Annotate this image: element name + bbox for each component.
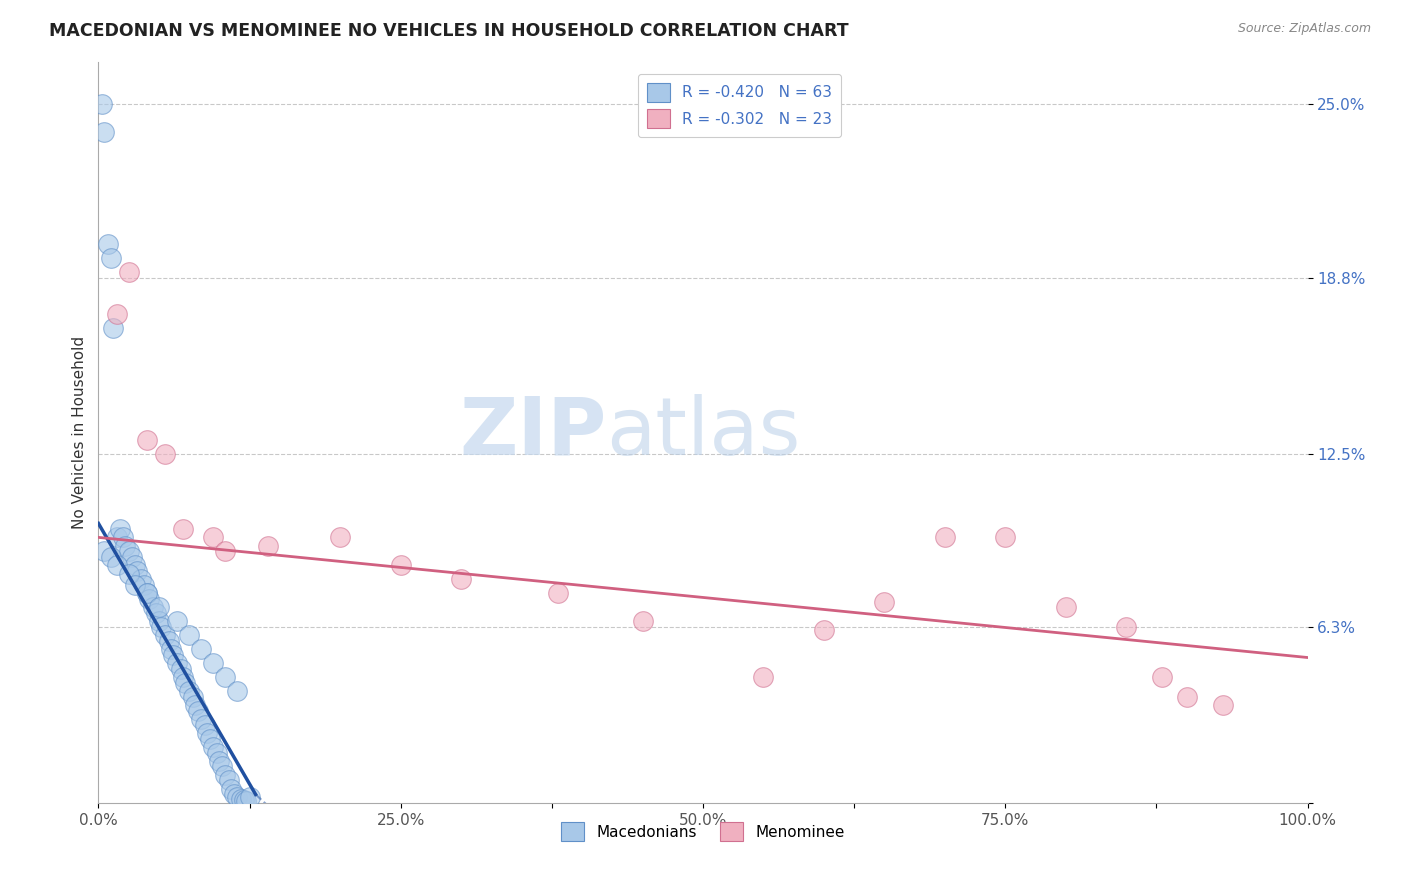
Point	[148, 600, 170, 615]
Point	[389, 558, 412, 573]
Point	[218, 773, 240, 788]
Point	[179, 628, 201, 642]
Legend: Macedonians, Menominee: Macedonians, Menominee	[555, 816, 851, 847]
Point	[187, 704, 209, 718]
Point	[172, 670, 194, 684]
Point	[157, 633, 180, 648]
Point	[111, 530, 134, 544]
Point	[97, 237, 120, 252]
Point	[221, 781, 243, 796]
Point	[752, 670, 775, 684]
Point	[91, 97, 114, 112]
Point	[211, 759, 233, 773]
Point	[1175, 690, 1198, 704]
Point	[145, 606, 167, 620]
Text: MACEDONIAN VS MENOMINEE NO VEHICLES IN HOUSEHOLD CORRELATION CHART: MACEDONIAN VS MENOMINEE NO VEHICLES IN H…	[49, 22, 849, 40]
Point	[153, 446, 176, 460]
Point	[450, 572, 472, 586]
Point	[994, 530, 1017, 544]
Point	[93, 544, 115, 558]
Point	[135, 586, 157, 600]
Point	[179, 684, 201, 698]
Text: atlas: atlas	[606, 393, 800, 472]
Point	[162, 648, 184, 662]
Point	[190, 712, 212, 726]
Point	[813, 623, 835, 637]
Point	[138, 591, 160, 606]
Point	[1152, 670, 1174, 684]
Point	[129, 572, 152, 586]
Point	[184, 698, 207, 712]
Point	[1212, 698, 1234, 712]
Point	[148, 614, 170, 628]
Point	[1115, 620, 1137, 634]
Point	[101, 321, 124, 335]
Point	[873, 594, 896, 608]
Point	[329, 530, 352, 544]
Point	[214, 544, 236, 558]
Point	[256, 539, 278, 553]
Point	[222, 788, 245, 802]
Point	[118, 544, 141, 558]
Point	[232, 793, 254, 807]
Point	[124, 578, 146, 592]
Point	[214, 670, 236, 684]
Point	[166, 614, 188, 628]
Point	[172, 522, 194, 536]
Point	[214, 768, 236, 782]
Point	[93, 125, 115, 139]
Point	[195, 726, 218, 740]
Point	[105, 558, 128, 573]
Point	[202, 739, 225, 754]
Point	[202, 656, 225, 670]
Point	[166, 656, 188, 670]
Point	[226, 790, 249, 805]
Point	[114, 539, 136, 553]
Point	[631, 614, 654, 628]
Point	[239, 790, 262, 805]
Point	[124, 558, 146, 573]
Point	[153, 628, 176, 642]
Point	[108, 522, 131, 536]
Y-axis label: No Vehicles in Household: No Vehicles in Household	[72, 336, 87, 529]
Point	[208, 754, 231, 768]
Point	[135, 586, 157, 600]
Point	[121, 549, 143, 564]
Point	[100, 251, 122, 265]
Point	[174, 675, 197, 690]
Point	[150, 620, 173, 634]
Point	[181, 690, 204, 704]
Point	[169, 662, 191, 676]
Point	[118, 265, 141, 279]
Point	[1054, 600, 1077, 615]
Point	[198, 731, 221, 746]
Point	[229, 791, 252, 805]
Point	[226, 684, 249, 698]
Text: Source: ZipAtlas.com: Source: ZipAtlas.com	[1237, 22, 1371, 36]
Point	[235, 794, 257, 808]
Point	[100, 549, 122, 564]
Point	[118, 566, 141, 581]
Point	[547, 586, 569, 600]
Point	[105, 530, 128, 544]
Point	[190, 642, 212, 657]
Point	[134, 578, 156, 592]
Point	[142, 600, 165, 615]
Point	[934, 530, 956, 544]
Point	[105, 307, 128, 321]
Point	[127, 564, 149, 578]
Point	[160, 642, 183, 657]
Point	[205, 746, 228, 760]
Text: ZIP: ZIP	[458, 393, 606, 472]
Point	[202, 530, 225, 544]
Point	[135, 433, 157, 447]
Point	[194, 717, 217, 731]
